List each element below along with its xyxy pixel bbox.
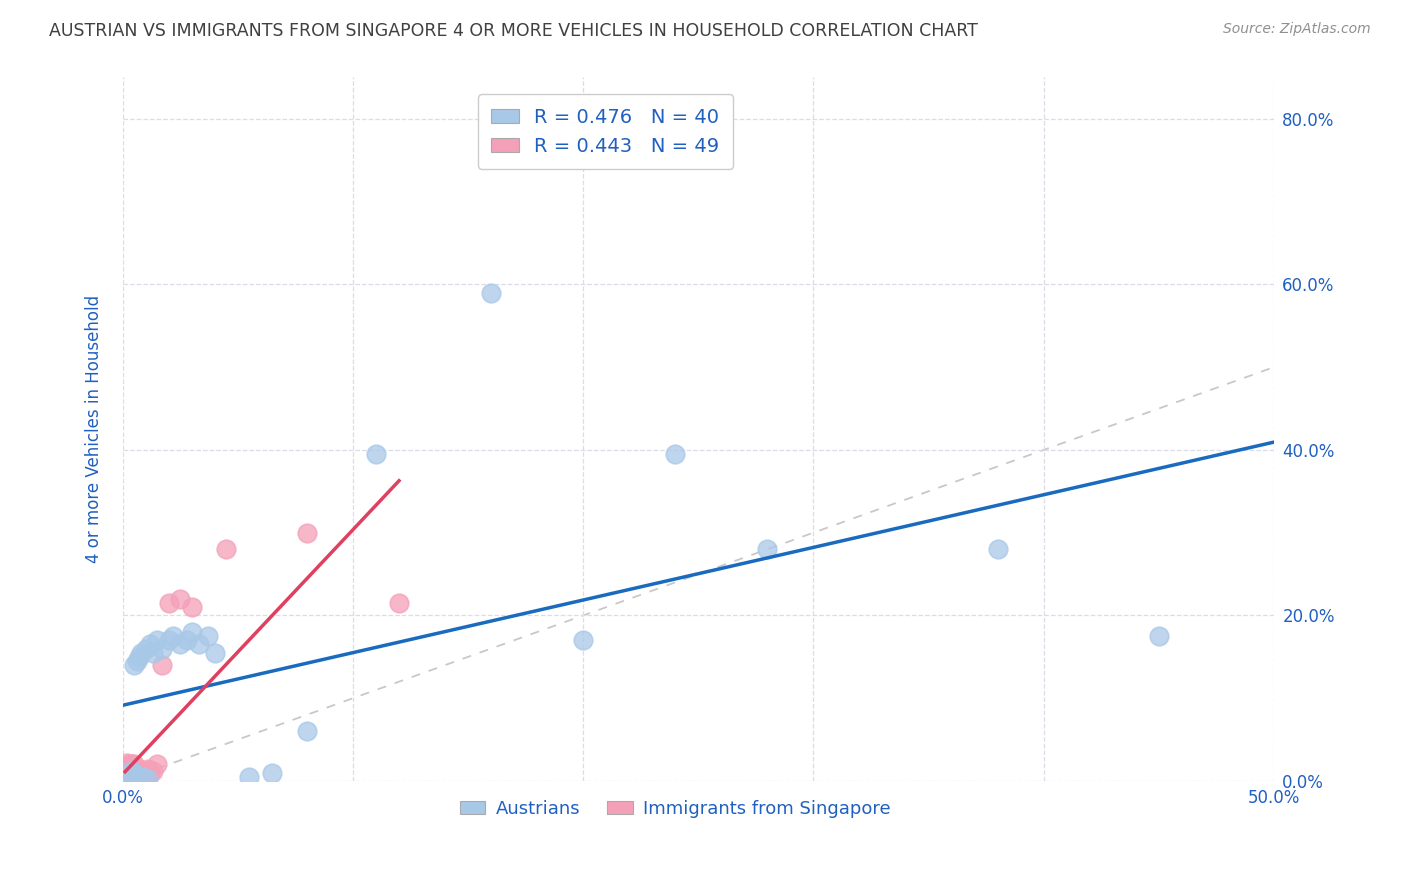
Point — [118, 757, 141, 772]
Point — [388, 596, 411, 610]
Point — [118, 765, 141, 780]
Point — [114, 772, 136, 787]
Point — [987, 542, 1010, 557]
Point — [139, 637, 162, 651]
Point — [479, 285, 502, 300]
Text: AUSTRIAN VS IMMIGRANTS FROM SINGAPORE 4 OR MORE VEHICLES IN HOUSEHOLD CORRELATIO: AUSTRIAN VS IMMIGRANTS FROM SINGAPORE 4 … — [49, 22, 979, 40]
Point — [128, 770, 150, 784]
Point — [132, 770, 155, 784]
Point — [122, 772, 145, 786]
Point — [1147, 629, 1170, 643]
Point — [262, 765, 284, 780]
Point — [756, 542, 779, 557]
Point — [125, 654, 148, 668]
Point — [169, 637, 191, 651]
Point — [150, 658, 173, 673]
Point — [117, 765, 139, 780]
Point — [118, 772, 141, 786]
Point — [129, 770, 152, 784]
Point — [162, 629, 184, 643]
Point — [135, 641, 157, 656]
Y-axis label: 4 or more Vehicles in Household: 4 or more Vehicles in Household — [86, 295, 103, 563]
Point — [572, 633, 595, 648]
Point — [114, 770, 136, 784]
Point — [122, 762, 145, 776]
Point — [125, 770, 148, 784]
Point — [139, 765, 162, 780]
Point — [122, 658, 145, 673]
Point — [180, 600, 202, 615]
Point — [142, 764, 165, 778]
Point — [125, 767, 148, 781]
Point — [114, 767, 136, 781]
Point — [125, 771, 148, 785]
Point — [142, 646, 165, 660]
Point — [122, 772, 145, 786]
Point — [117, 772, 139, 786]
Point — [117, 756, 139, 770]
Point — [114, 770, 136, 784]
Point — [118, 765, 141, 780]
Point — [295, 525, 318, 540]
Text: Source: ZipAtlas.com: Source: ZipAtlas.com — [1223, 22, 1371, 37]
Point — [135, 764, 157, 778]
Point — [122, 768, 145, 782]
Point — [122, 767, 145, 781]
Point — [118, 770, 141, 784]
Point — [114, 772, 136, 787]
Point — [117, 767, 139, 781]
Point — [295, 724, 318, 739]
Point — [136, 762, 159, 776]
Point — [364, 447, 387, 461]
Point — [114, 759, 136, 773]
Point — [125, 761, 148, 775]
Point — [197, 629, 219, 643]
Point — [122, 765, 145, 780]
Point — [121, 764, 143, 778]
Point — [121, 757, 143, 772]
Point — [122, 757, 145, 772]
Point — [114, 764, 136, 778]
Point — [157, 633, 180, 648]
Point — [157, 596, 180, 610]
Point — [118, 762, 141, 776]
Point — [117, 772, 139, 786]
Point — [150, 641, 173, 656]
Point — [121, 772, 143, 786]
Point — [121, 771, 143, 785]
Point — [176, 633, 198, 648]
Point — [128, 649, 150, 664]
Point — [117, 769, 139, 783]
Point — [117, 759, 139, 773]
Point — [129, 764, 152, 778]
Point — [180, 625, 202, 640]
Point — [121, 764, 143, 778]
Point — [121, 761, 143, 775]
Point — [664, 447, 686, 461]
Point — [117, 763, 139, 777]
Point — [128, 762, 150, 776]
Point — [169, 591, 191, 606]
Point — [215, 542, 238, 557]
Point — [129, 646, 152, 660]
Point — [121, 767, 143, 781]
Point — [118, 768, 141, 782]
Point — [187, 637, 209, 651]
Point — [132, 765, 155, 780]
Point — [136, 772, 159, 786]
Point — [135, 768, 157, 782]
Point — [125, 764, 148, 778]
Point — [146, 757, 169, 772]
Point — [238, 770, 260, 784]
Point — [204, 646, 226, 660]
Legend: Austrians, Immigrants from Singapore: Austrians, Immigrants from Singapore — [453, 792, 898, 825]
Point — [128, 765, 150, 780]
Point — [146, 633, 169, 648]
